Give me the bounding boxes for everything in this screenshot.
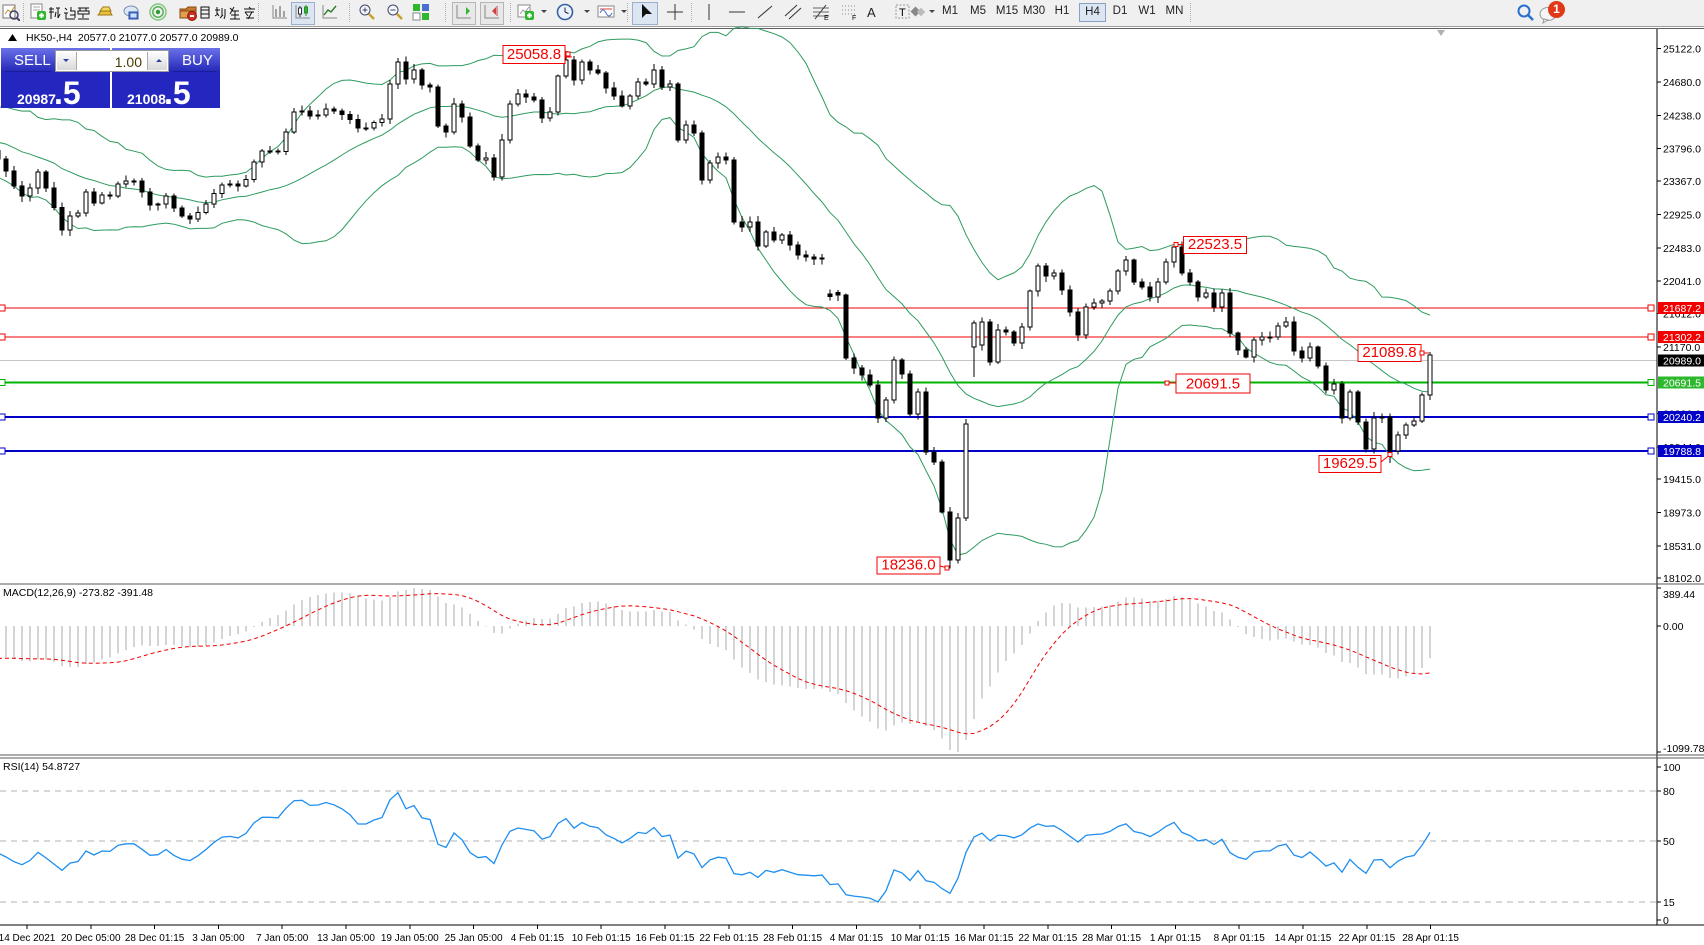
svg-text:18531.0: 18531.0: [1663, 541, 1701, 553]
svg-text:21170.0: 21170.0: [1663, 342, 1700, 354]
svg-text:-1099.78: -1099.78: [1663, 743, 1704, 755]
svg-text:18102.0: 18102.0: [1663, 573, 1701, 585]
svg-text:24680.0: 24680.0: [1663, 77, 1701, 89]
svg-text:0: 0: [1663, 915, 1669, 927]
svg-text:20 Dec 05:00: 20 Dec 05:00: [61, 933, 121, 944]
svg-text:15: 15: [1663, 897, 1675, 909]
svg-text:20691.5: 20691.5: [1663, 378, 1701, 390]
svg-text:21687.2: 21687.2: [1663, 303, 1701, 315]
svg-text:F: F: [852, 15, 856, 21]
svg-text:18973.0: 18973.0: [1663, 508, 1701, 520]
svg-text:20691.5: 20691.5: [1186, 376, 1240, 393]
svg-text:HK50-,H4 20577.0 21077.0 2057: HK50-,H4 20577.0 21077.0 20577.0 20989.0: [26, 32, 239, 44]
svg-text:T: T: [899, 7, 906, 19]
svg-text:4 Mar 01:15: 4 Mar 01:15: [830, 933, 884, 944]
svg-text:22 Mar 01:15: 22 Mar 01:15: [1018, 933, 1077, 944]
svg-text:10 Feb 01:15: 10 Feb 01:15: [572, 933, 631, 944]
svg-text:28 Feb 01:15: 28 Feb 01:15: [763, 933, 822, 944]
svg-text:E: E: [824, 15, 829, 21]
svg-text:50: 50: [1663, 836, 1675, 848]
svg-text:28 Dec 01:15: 28 Dec 01:15: [125, 933, 185, 944]
svg-text:7 Jan 05:00: 7 Jan 05:00: [256, 933, 309, 944]
svg-text:21089.8: 21089.8: [1362, 344, 1416, 361]
svg-text:13 Jan 05:00: 13 Jan 05:00: [317, 933, 375, 944]
svg-text:28 Mar 01:15: 28 Mar 01:15: [1082, 933, 1141, 944]
svg-text:14 Apr 01:15: 14 Apr 01:15: [1275, 933, 1332, 944]
svg-text:RSI(14) 54.8727: RSI(14) 54.8727: [3, 761, 80, 773]
svg-text:10 Mar 01:15: 10 Mar 01:15: [891, 933, 950, 944]
svg-text:22523.5: 22523.5: [1188, 236, 1242, 253]
svg-text:1 Apr 01:15: 1 Apr 01:15: [1150, 933, 1202, 944]
svg-text:28 Apr 01:15: 28 Apr 01:15: [1402, 933, 1459, 944]
svg-text:20240.2: 20240.2: [1663, 412, 1701, 424]
svg-text:MACD(12,26,9) -273.82 -391.48: MACD(12,26,9) -273.82 -391.48: [3, 587, 153, 599]
svg-text:80: 80: [1663, 786, 1675, 798]
svg-text:25058.8: 25058.8: [507, 46, 561, 63]
svg-text:22483.0: 22483.0: [1663, 243, 1701, 255]
svg-text:3 Jan 05:00: 3 Jan 05:00: [192, 933, 245, 944]
svg-text:19788.8: 19788.8: [1663, 446, 1701, 458]
svg-text:22 Apr 01:15: 22 Apr 01:15: [1338, 933, 1395, 944]
svg-text:22041.0: 22041.0: [1663, 276, 1701, 288]
svg-text:14 Dec 2021: 14 Dec 2021: [0, 933, 56, 944]
svg-text:19629.5: 19629.5: [1323, 455, 1377, 472]
svg-text:21302.2: 21302.2: [1663, 332, 1701, 344]
svg-text:8 Apr 01:15: 8 Apr 01:15: [1214, 933, 1266, 944]
svg-text:16 Mar 01:15: 16 Mar 01:15: [955, 933, 1014, 944]
svg-text:25 Jan 05:00: 25 Jan 05:00: [445, 933, 503, 944]
svg-text:23367.0: 23367.0: [1663, 176, 1701, 188]
svg-text:22 Feb 01:15: 22 Feb 01:15: [699, 933, 758, 944]
svg-text:20989.0: 20989.0: [1663, 356, 1701, 368]
svg-text:18236.0: 18236.0: [881, 557, 935, 574]
svg-text:389.44: 389.44: [1663, 589, 1695, 601]
svg-text:24238.0: 24238.0: [1663, 110, 1701, 122]
svg-text:19415.0: 19415.0: [1663, 474, 1701, 486]
svg-text:0.00: 0.00: [1663, 621, 1684, 633]
svg-text:4 Feb 01:15: 4 Feb 01:15: [511, 933, 565, 944]
svg-text:19 Jan 05:00: 19 Jan 05:00: [381, 933, 439, 944]
svg-text:16 Feb 01:15: 16 Feb 01:15: [636, 933, 695, 944]
svg-text:100: 100: [1663, 762, 1681, 774]
svg-text:23796.0: 23796.0: [1663, 144, 1701, 156]
svg-text:22925.0: 22925.0: [1663, 209, 1701, 221]
svg-text:25122.0: 25122.0: [1663, 44, 1701, 56]
